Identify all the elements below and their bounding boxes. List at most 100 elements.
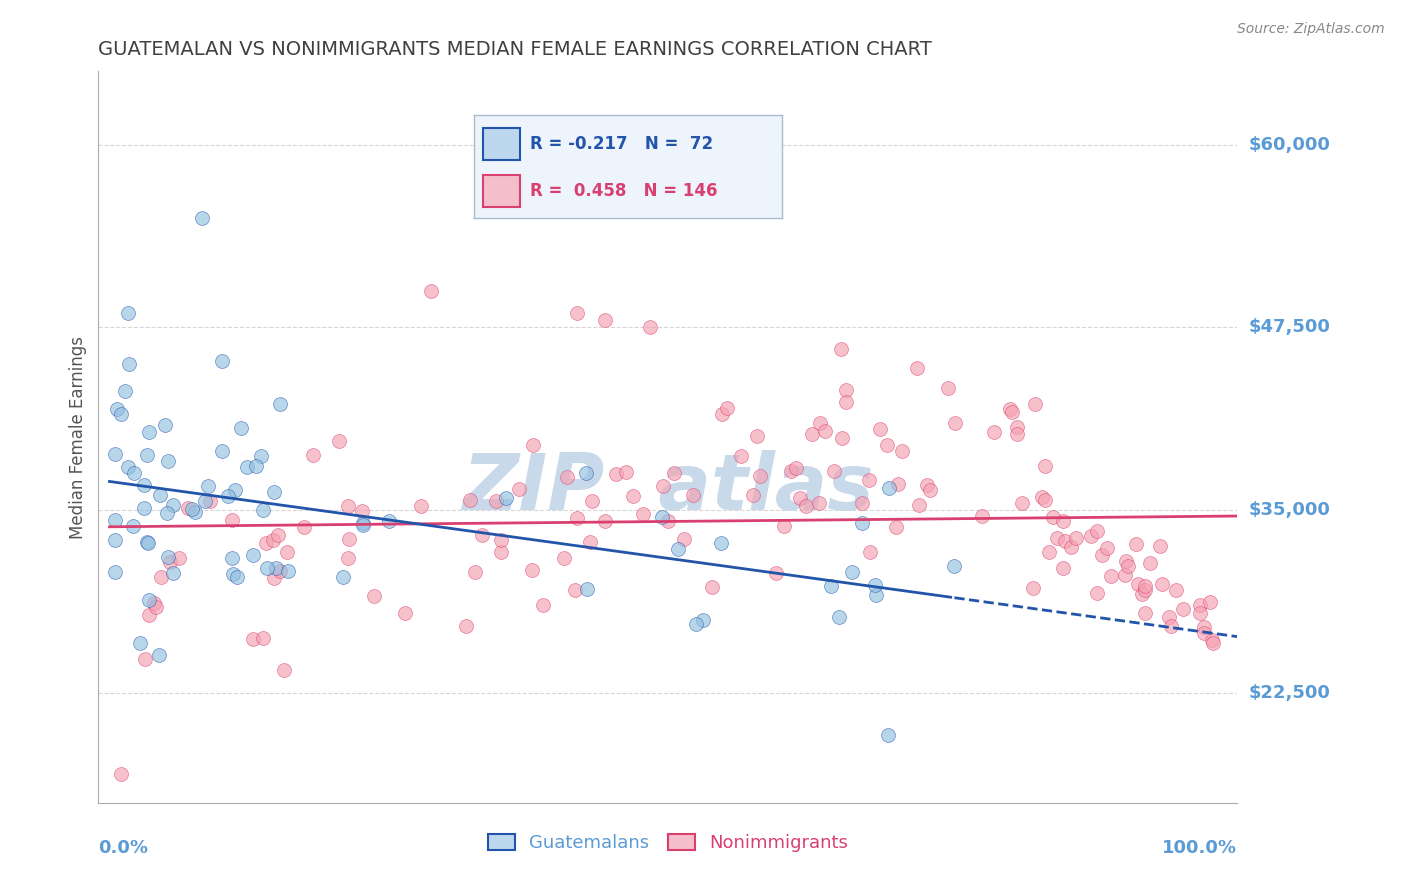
Nonimmigrants	[150, 570, 173, 584]
Nonimmigrants	[1199, 594, 1222, 608]
Guatemalans	[575, 582, 598, 596]
Guatemalans	[162, 566, 184, 580]
Nonimmigrants	[363, 589, 385, 603]
Nonimmigrants	[266, 527, 288, 541]
Nonimmigrants	[662, 467, 685, 481]
Nonimmigrants	[808, 416, 831, 430]
Nonimmigrants	[578, 535, 600, 549]
Nonimmigrants	[651, 479, 673, 493]
Nonimmigrants	[765, 566, 787, 581]
Nonimmigrants	[531, 598, 554, 612]
Nonimmigrants	[581, 494, 603, 508]
Guatemalans	[943, 559, 966, 574]
Nonimmigrants	[555, 470, 578, 484]
Guatemalans	[136, 448, 159, 462]
Nonimmigrants	[489, 533, 512, 547]
Guatemalans	[250, 449, 273, 463]
Nonimmigrants	[830, 343, 852, 357]
Nonimmigrants	[1042, 510, 1064, 524]
Guatemalans	[710, 535, 733, 549]
Nonimmigrants	[741, 488, 763, 502]
Text: $60,000: $60,000	[1249, 136, 1330, 153]
Nonimmigrants	[1189, 606, 1212, 620]
Nonimmigrants	[177, 500, 200, 515]
Nonimmigrants	[631, 507, 654, 521]
Nonimmigrants	[915, 478, 938, 492]
Nonimmigrants	[730, 449, 752, 463]
Nonimmigrants	[1114, 567, 1136, 582]
Nonimmigrants	[886, 476, 908, 491]
Nonimmigrants	[252, 632, 274, 646]
Guatemalans	[157, 454, 180, 468]
Nonimmigrants	[200, 494, 222, 508]
Nonimmigrants	[918, 483, 941, 498]
Guatemalans	[820, 579, 842, 593]
Nonimmigrants	[138, 607, 160, 622]
Nonimmigrants	[1054, 534, 1077, 549]
Nonimmigrants	[221, 513, 243, 527]
Guatemalans	[132, 477, 155, 491]
Nonimmigrants	[110, 766, 132, 780]
Nonimmigrants	[614, 466, 637, 480]
Nonimmigrants	[673, 532, 696, 546]
Guatemalans	[226, 570, 249, 584]
Guatemalans	[104, 447, 127, 461]
Nonimmigrants	[1135, 579, 1157, 593]
Nonimmigrants	[785, 460, 807, 475]
Nonimmigrants	[159, 555, 181, 569]
Guatemalans	[851, 516, 873, 530]
Nonimmigrants	[1188, 599, 1211, 613]
Nonimmigrants	[1201, 633, 1223, 648]
Nonimmigrants	[711, 407, 734, 421]
Guatemalans	[877, 728, 900, 742]
Guatemalans	[692, 613, 714, 627]
Guatemalans	[495, 491, 517, 505]
Guatemalans	[191, 211, 214, 225]
Nonimmigrants	[458, 493, 481, 508]
Nonimmigrants	[553, 550, 575, 565]
Nonimmigrants	[1085, 524, 1108, 538]
Nonimmigrants	[1031, 490, 1053, 504]
Guatemalans	[117, 306, 139, 320]
Nonimmigrants	[1192, 626, 1215, 640]
Guatemalans	[332, 570, 354, 584]
Nonimmigrants	[682, 488, 704, 502]
Guatemalans	[114, 384, 136, 398]
Nonimmigrants	[567, 511, 589, 525]
Nonimmigrants	[1011, 495, 1033, 509]
Nonimmigrants	[1133, 582, 1156, 597]
Nonimmigrants	[869, 422, 891, 436]
Nonimmigrants	[409, 499, 432, 513]
Nonimmigrants	[1150, 576, 1173, 591]
Guatemalans	[221, 566, 243, 581]
Nonimmigrants	[794, 499, 817, 513]
Nonimmigrants	[1159, 610, 1181, 624]
Nonimmigrants	[1085, 585, 1108, 599]
Guatemalans	[118, 357, 141, 371]
Guatemalans	[229, 420, 252, 434]
Nonimmigrants	[1202, 636, 1225, 650]
Nonimmigrants	[1005, 426, 1028, 441]
Nonimmigrants	[1115, 554, 1137, 568]
Nonimmigrants	[520, 564, 543, 578]
Text: $47,500: $47,500	[1249, 318, 1330, 336]
Guatemalans	[841, 565, 863, 579]
Nonimmigrants	[1149, 540, 1171, 554]
Nonimmigrants	[352, 504, 374, 518]
Nonimmigrants	[998, 402, 1021, 417]
Guatemalans	[104, 533, 127, 547]
Guatemalans	[122, 518, 145, 533]
Guatemalans	[156, 550, 179, 565]
Guatemalans	[211, 353, 233, 368]
Text: $35,000: $35,000	[1249, 501, 1330, 519]
Guatemalans	[235, 460, 257, 475]
Guatemalans	[378, 514, 401, 528]
Guatemalans	[148, 648, 170, 662]
Guatemalans	[224, 483, 246, 497]
Guatemalans	[264, 561, 287, 575]
Guatemalans	[138, 592, 160, 607]
Nonimmigrants	[292, 520, 315, 534]
Nonimmigrants	[1099, 568, 1122, 582]
Guatemalans	[136, 536, 159, 550]
Guatemalans	[252, 503, 274, 517]
